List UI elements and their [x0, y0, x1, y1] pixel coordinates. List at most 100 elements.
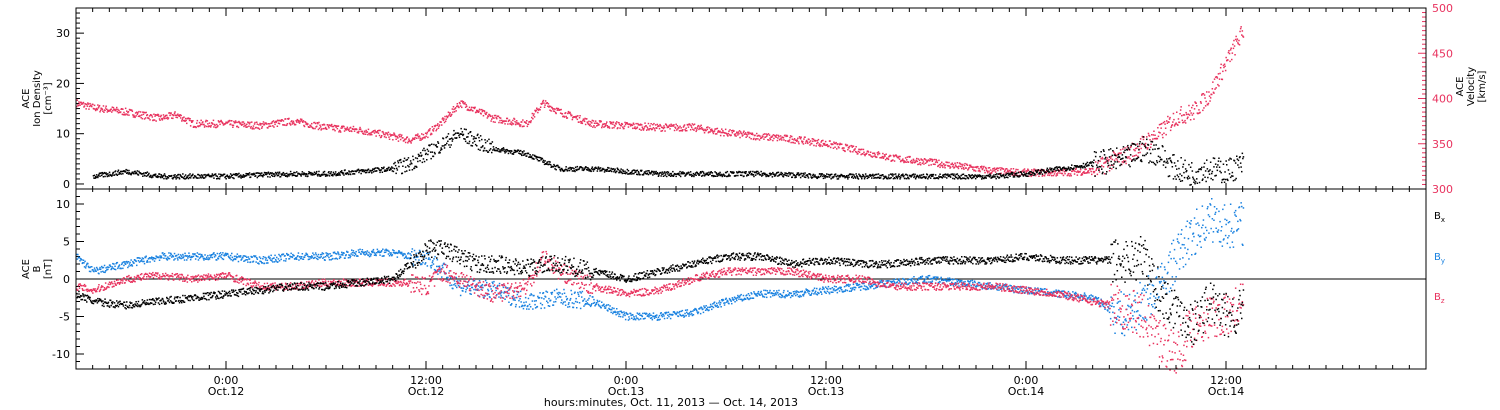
- data-point-by: [99, 266, 101, 269]
- data-point-density: [1213, 166, 1215, 168]
- data-point-by: [329, 253, 331, 255]
- data-point-density: [893, 173, 895, 176]
- data-point-density: [199, 174, 201, 177]
- data-point-density: [574, 166, 577, 168]
- data-point-by: [222, 252, 224, 254]
- data-point-velocity: [631, 124, 634, 127]
- data-point-velocity: [235, 121, 237, 124]
- data-point-density: [955, 173, 957, 176]
- data-point-velocity: [642, 128, 644, 130]
- data-point-velocity: [229, 123, 232, 125]
- data-point-density: [334, 173, 336, 175]
- data-point-density: [1188, 163, 1190, 166]
- data-point-by: [336, 253, 338, 255]
- data-point-velocity: [926, 160, 929, 163]
- data-point-by: [457, 284, 460, 287]
- data-point-density: [1066, 169, 1068, 172]
- data-point-velocity: [1178, 121, 1181, 124]
- data-point-by: [310, 257, 312, 259]
- data-point-velocity: [261, 125, 264, 128]
- data-point-by: [358, 251, 361, 254]
- data-point-density: [214, 173, 217, 175]
- data-point-density: [681, 172, 684, 175]
- data-point-density: [503, 150, 506, 152]
- data-point-density: [907, 176, 909, 178]
- data-point-velocity: [817, 138, 820, 141]
- data-point-density: [727, 175, 730, 177]
- data-point-velocity: [1122, 161, 1125, 164]
- data-point-velocity: [608, 127, 611, 129]
- data-point-velocity: [179, 114, 181, 116]
- data-point-velocity: [613, 126, 615, 129]
- data-point-velocity: [912, 161, 914, 163]
- data-point-density: [1034, 173, 1036, 176]
- data-point-by: [137, 260, 140, 262]
- data-point-density: [1167, 162, 1169, 164]
- data-point-density: [871, 177, 873, 179]
- data-point-velocity: [809, 144, 811, 146]
- data-point-velocity: [1073, 170, 1075, 172]
- data-point-velocity: [719, 134, 722, 137]
- data-point-density: [291, 173, 293, 175]
- data-point-density: [1038, 171, 1041, 174]
- data-point-velocity: [593, 125, 595, 127]
- data-point-velocity: [791, 138, 794, 140]
- data-point-density: [675, 175, 677, 178]
- data-point-density: [125, 168, 127, 171]
- data-point-velocity: [444, 115, 446, 118]
- data-point-velocity: [1118, 161, 1120, 163]
- data-point-by: [347, 251, 349, 253]
- data-point-velocity: [296, 121, 298, 123]
- data-point-velocity: [182, 119, 185, 122]
- data-point-velocity: [303, 124, 305, 127]
- data-point-velocity: [210, 124, 212, 127]
- data-point-velocity: [261, 127, 263, 129]
- data-point-velocity: [347, 128, 349, 130]
- data-point-velocity: [418, 137, 420, 139]
- data-point-density: [327, 171, 330, 174]
- data-point-density: [573, 169, 576, 172]
- data-point-density: [601, 169, 603, 172]
- data-point-velocity: [943, 165, 946, 167]
- data-point-velocity: [933, 158, 936, 161]
- data-point-velocity: [668, 125, 670, 127]
- data-point-by: [231, 256, 234, 259]
- data-point-density: [726, 175, 728, 178]
- data-point-velocity: [728, 134, 731, 136]
- data-point-velocity: [762, 133, 765, 136]
- data-point-density: [1141, 142, 1144, 145]
- data-point-velocity: [605, 123, 607, 125]
- data-point-velocity: [1125, 162, 1127, 165]
- data-point-density: [202, 176, 204, 178]
- data-point-velocity: [188, 117, 190, 120]
- data-point-velocity: [678, 130, 681, 132]
- data-point-velocity: [775, 136, 777, 138]
- data-point-velocity: [708, 127, 711, 129]
- data-point-density: [457, 132, 460, 134]
- data-point-velocity: [1007, 170, 1010, 173]
- data-point-density: [1192, 178, 1195, 180]
- data-point-velocity: [1085, 168, 1087, 170]
- data-point-velocity: [1034, 174, 1037, 177]
- data-point-density: [471, 145, 474, 147]
- data-point-density: [777, 175, 779, 177]
- data-point-density: [491, 151, 493, 154]
- data-point-velocity: [323, 124, 326, 126]
- data-point-velocity: [456, 105, 458, 108]
- data-point-density: [151, 175, 154, 177]
- data-point-density: [558, 166, 561, 169]
- data-point-velocity: [1141, 143, 1143, 146]
- data-point-density: [1191, 162, 1193, 164]
- data-point-velocity: [618, 123, 621, 126]
- data-point-by: [185, 255, 187, 257]
- data-point-velocity: [592, 126, 594, 128]
- data-point-velocity: [405, 138, 407, 140]
- data-point-velocity: [239, 122, 242, 124]
- data-point-density: [1063, 166, 1065, 168]
- data-point-density: [748, 171, 750, 173]
- data-point-density: [329, 172, 332, 175]
- data-point-by: [140, 260, 142, 262]
- data-point-density: [929, 177, 932, 179]
- data-point-velocity: [438, 125, 440, 128]
- data-point-by: [148, 257, 150, 260]
